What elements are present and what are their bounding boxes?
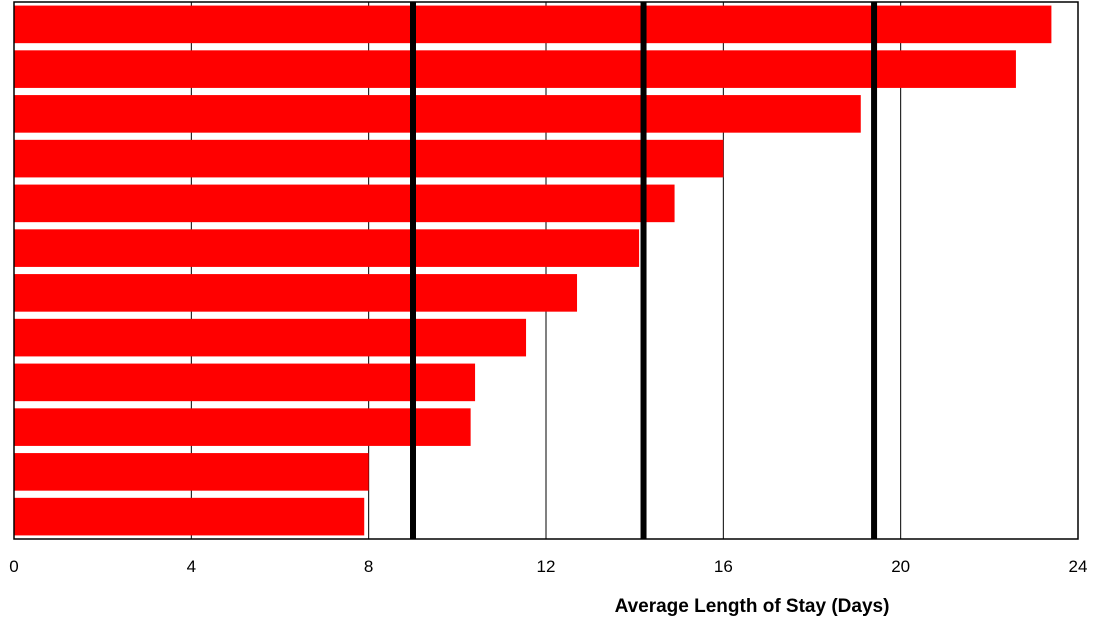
x-axis-title: Average Length of Stay (Days) — [615, 596, 890, 617]
x-tick-label: 12 — [537, 557, 556, 576]
bar — [14, 139, 724, 178]
bar — [14, 363, 476, 402]
gridlines — [190, 2, 902, 539]
bar — [14, 95, 861, 133]
bar — [14, 453, 369, 491]
bar — [14, 184, 675, 223]
bar — [14, 229, 640, 267]
bar — [14, 274, 578, 312]
plot-frame — [13, 1, 1079, 540]
reference-lines — [410, 2, 878, 539]
bar — [14, 408, 471, 446]
bar — [14, 497, 365, 536]
x-tick-label: 20 — [891, 557, 910, 576]
bar — [14, 50, 1016, 88]
x-axis-ticks: 0 4 8 12 16 20 24 — [9, 557, 1087, 576]
x-tick-label: 16 — [714, 557, 733, 576]
bars — [14, 5, 1052, 536]
bar — [14, 318, 527, 357]
x-tick-label: 8 — [364, 557, 373, 576]
bar — [14, 5, 1052, 44]
x-tick-label: 4 — [187, 557, 196, 576]
x-tick-label: 24 — [1069, 557, 1088, 576]
x-tick-label: 0 — [9, 557, 18, 576]
